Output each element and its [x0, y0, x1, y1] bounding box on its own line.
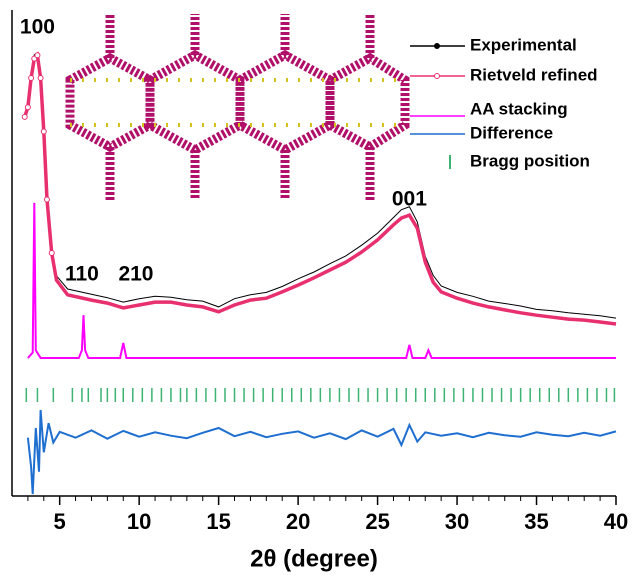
- refined-marker: [24, 104, 31, 111]
- series-line: [26, 409, 617, 495]
- side-chain: [70, 78, 405, 127]
- x-tick-label: 20: [286, 509, 310, 534]
- series-line: [24, 51, 617, 319]
- refined-marker: [48, 250, 55, 256]
- peak-label: 001: [392, 188, 427, 211]
- series-line: [23, 51, 617, 326]
- legend-label: Rietveld refined: [470, 65, 598, 84]
- hexagon: [325, 52, 410, 153]
- legend-label: Bragg position: [470, 151, 590, 170]
- series-line: [27, 202, 616, 359]
- refined-marker: [28, 75, 35, 82]
- inset-structure: [65, 14, 410, 200]
- refined-marker: [21, 113, 28, 120]
- linker: [105, 14, 375, 200]
- refined-marker: [40, 128, 47, 135]
- hexagon: [145, 49, 245, 156]
- peak-label: 210: [118, 263, 153, 286]
- x-tick-label: 25: [365, 509, 389, 534]
- hexagon: [235, 49, 335, 156]
- x-tick-label: 35: [524, 509, 548, 534]
- x-tick-label: 10: [127, 509, 151, 534]
- legend-marker: [434, 43, 440, 49]
- peak-label: 100: [20, 16, 55, 39]
- x-tick-label: 40: [604, 509, 628, 534]
- x-tick-label: 30: [445, 509, 469, 534]
- x-axis-label: 2θ (degree): [250, 545, 378, 572]
- legend-label: AA stacking: [470, 99, 568, 118]
- x-tick-label: 5: [54, 509, 66, 534]
- peak-label: 110: [65, 263, 99, 286]
- refined-marker: [37, 75, 44, 82]
- legend-marker: [434, 73, 440, 79]
- hexagon: [65, 52, 155, 153]
- refined-marker: [43, 196, 50, 203]
- refined-marker: [34, 52, 41, 59]
- x-tick-label: 15: [206, 509, 230, 534]
- legend-label: Experimental: [470, 35, 577, 54]
- legend-label: Difference: [470, 123, 553, 142]
